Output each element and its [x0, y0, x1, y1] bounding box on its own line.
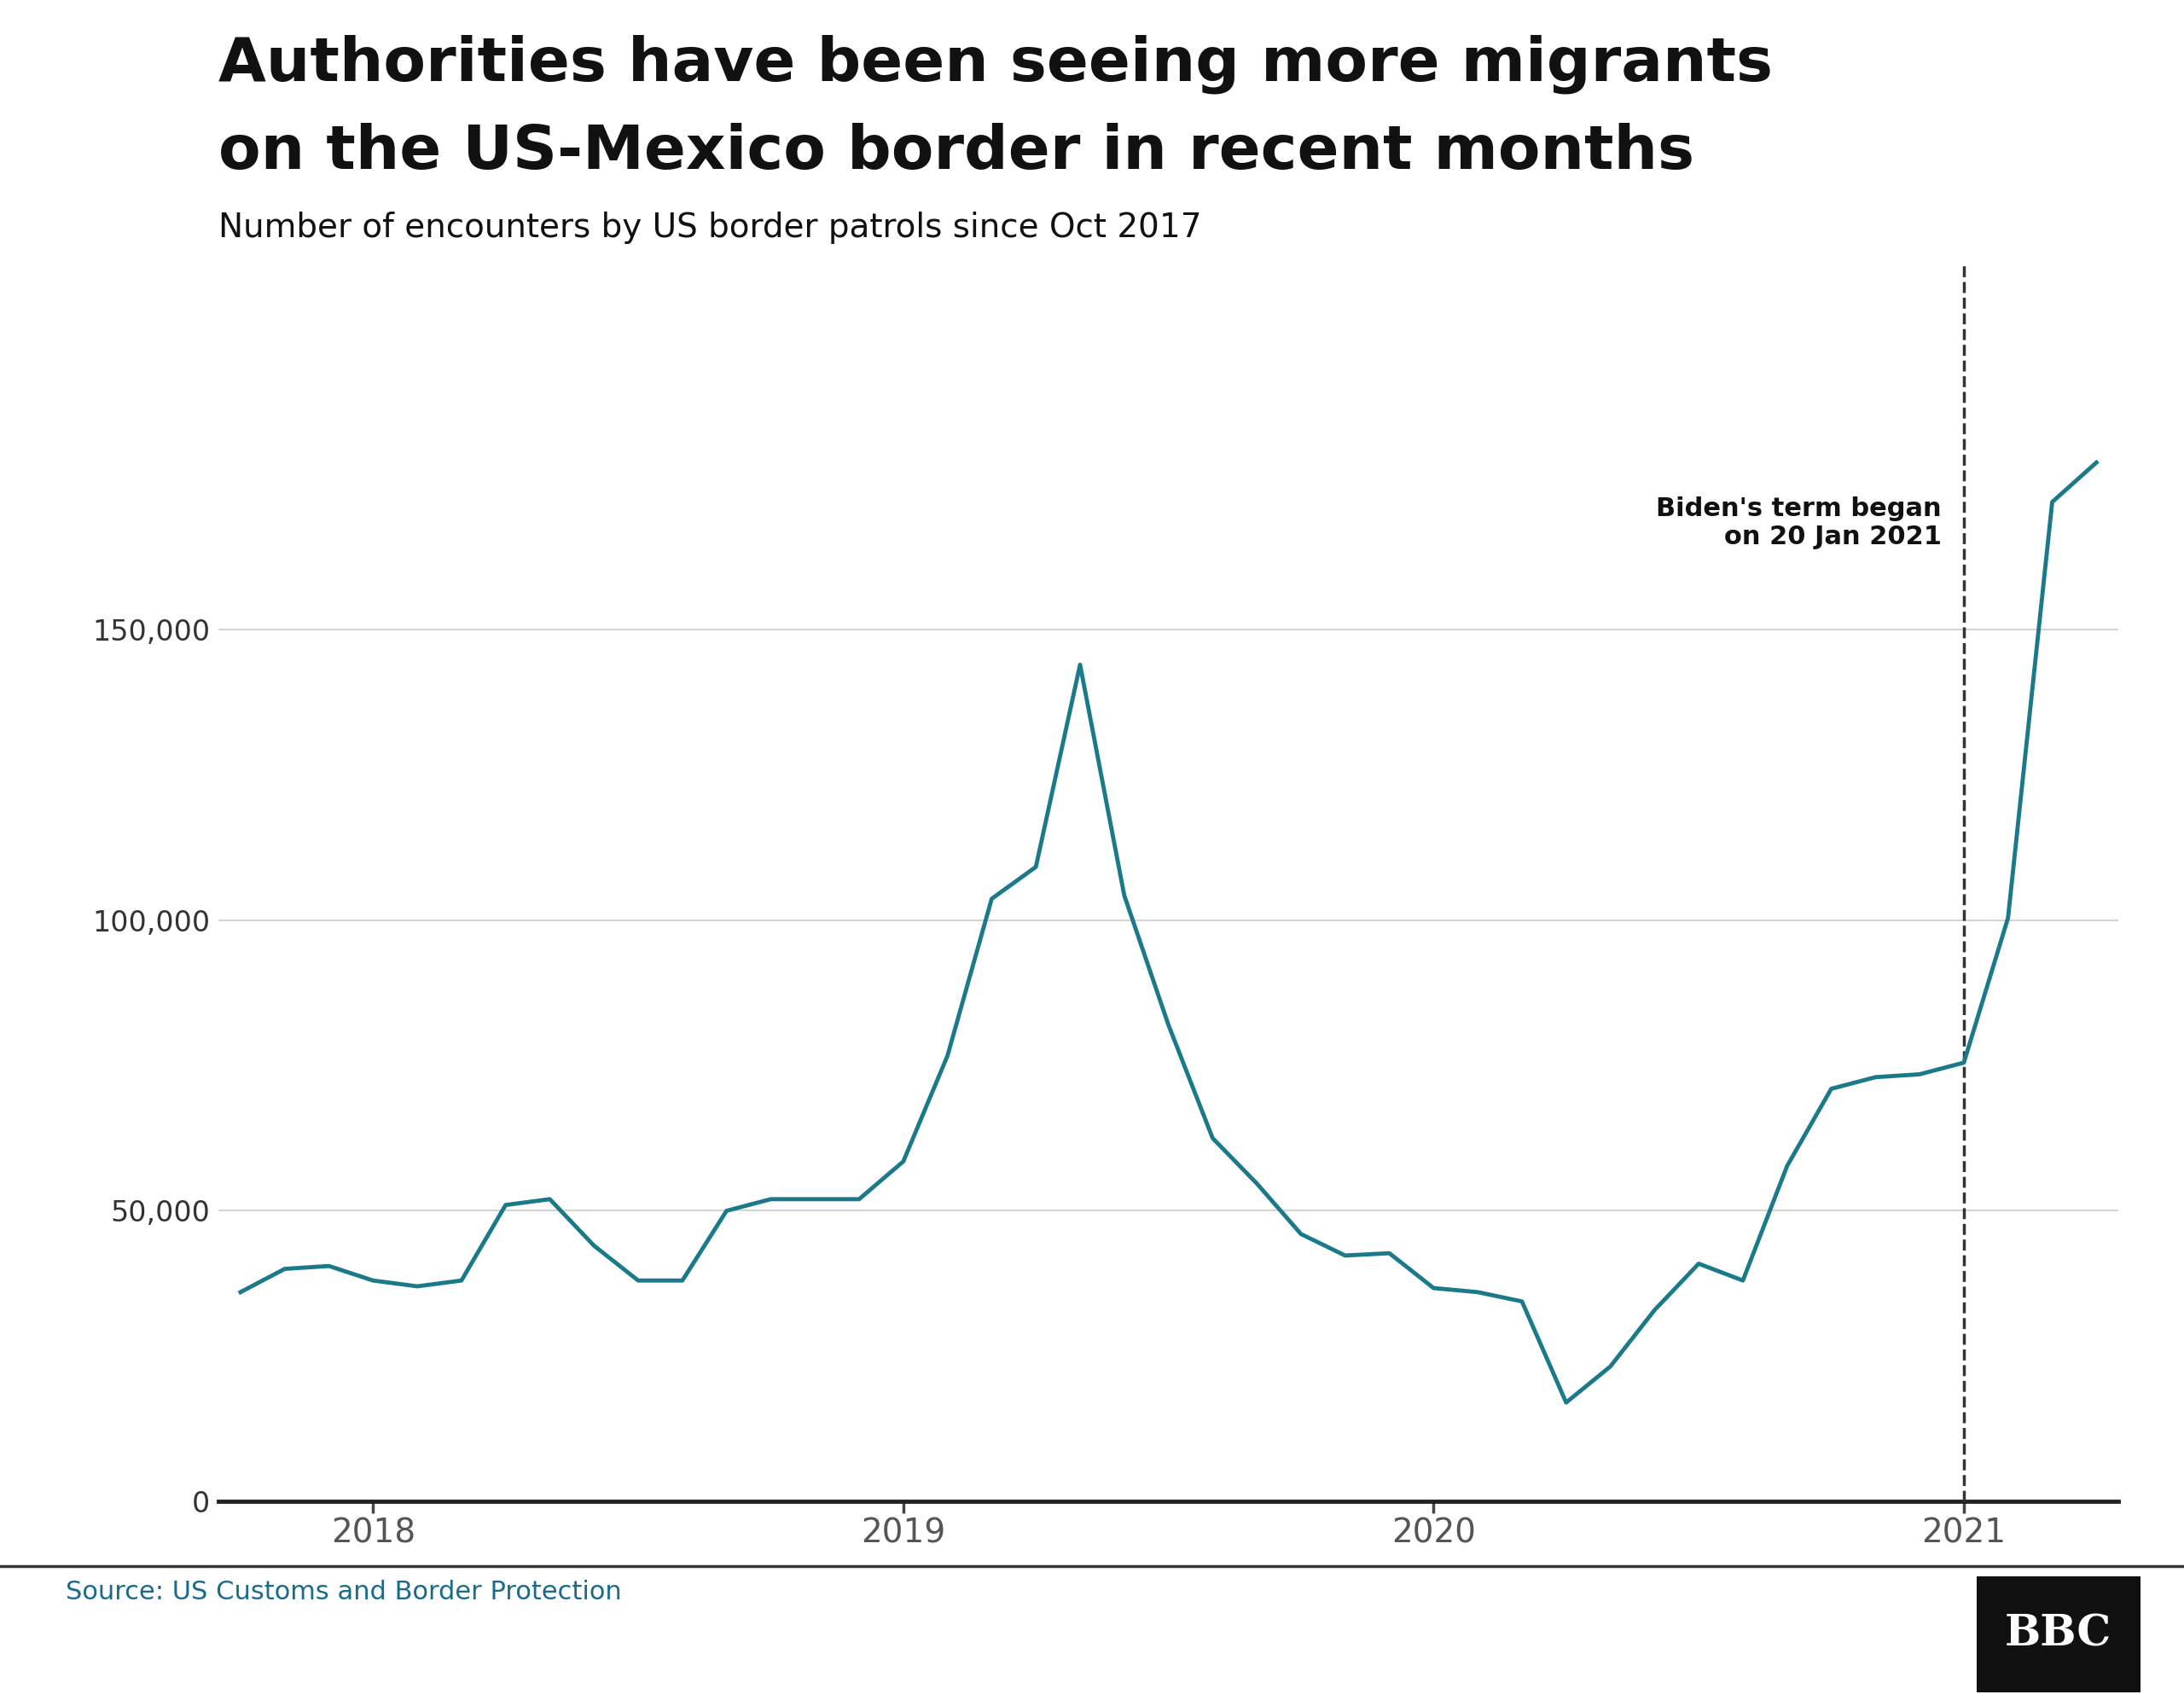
Text: Biden's term began
on 20 Jan 2021: Biden's term began on 20 Jan 2021	[1655, 496, 1942, 549]
Text: on the US-Mexico border in recent months: on the US-Mexico border in recent months	[218, 123, 1695, 181]
Text: Number of encounters by US border patrols since Oct 2017: Number of encounters by US border patrol…	[218, 212, 1201, 244]
Text: Authorities have been seeing more migrants: Authorities have been seeing more migran…	[218, 34, 1773, 94]
Text: Source: US Customs and Border Protection: Source: US Customs and Border Protection	[66, 1580, 622, 1604]
Text: BBC: BBC	[2005, 1614, 2112, 1655]
